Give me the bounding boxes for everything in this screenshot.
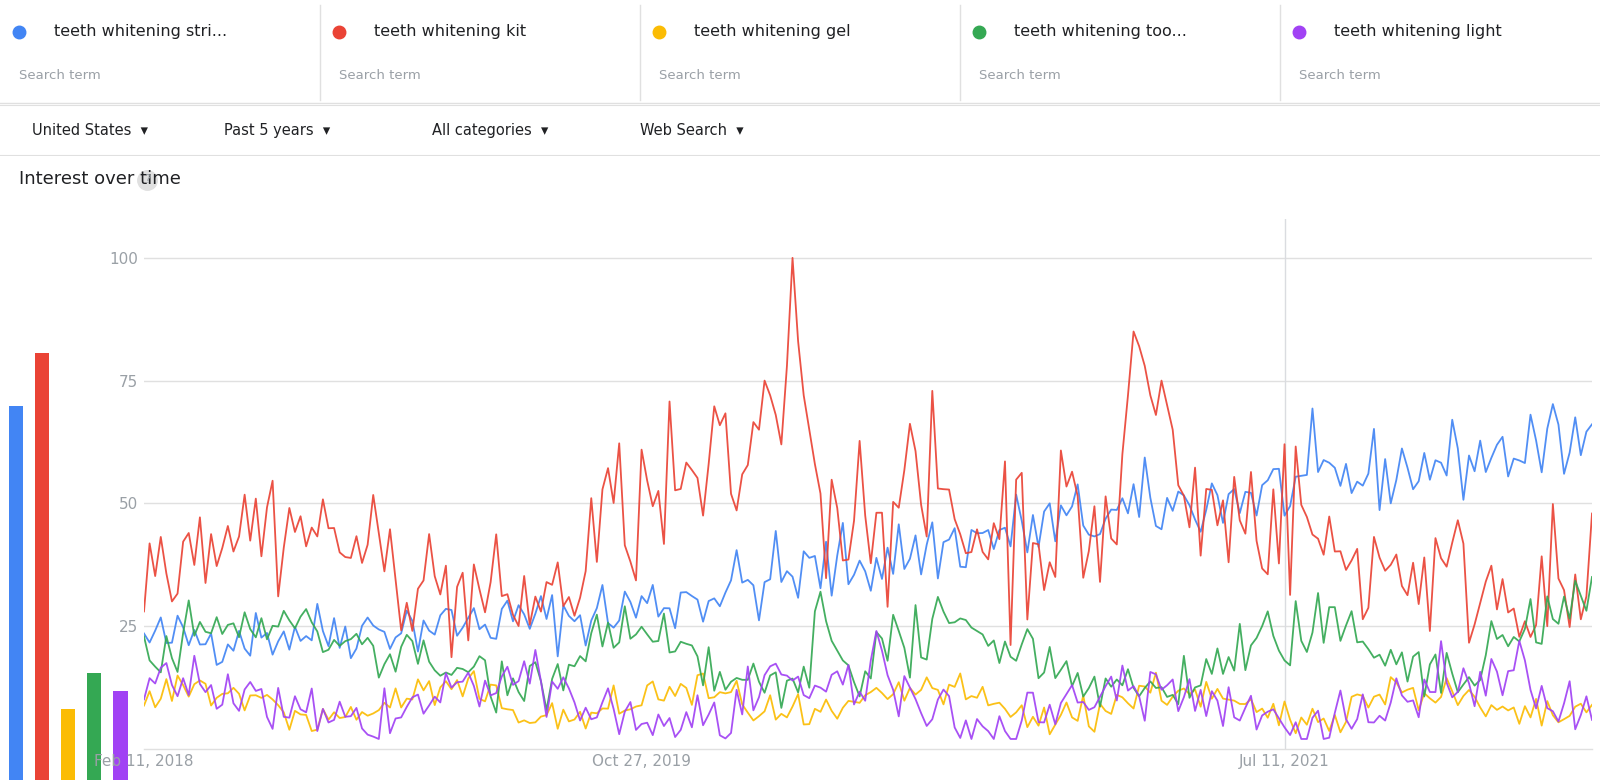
Text: Search term: Search term: [1299, 69, 1381, 82]
Text: Interest over time: Interest over time: [19, 171, 181, 189]
Text: teeth whitening stri...: teeth whitening stri...: [54, 24, 227, 39]
Text: Web Search  ▾: Web Search ▾: [640, 123, 744, 138]
Text: teeth whitening too...: teeth whitening too...: [1014, 24, 1187, 39]
Text: teeth whitening light: teeth whitening light: [1334, 24, 1502, 39]
Bar: [86, 673, 101, 780]
Bar: [35, 353, 50, 780]
Bar: [61, 709, 75, 780]
Bar: [114, 691, 128, 780]
Text: Search term: Search term: [19, 69, 101, 82]
Bar: [8, 406, 22, 780]
Text: Past 5 years  ▾: Past 5 years ▾: [224, 123, 330, 138]
Text: Search term: Search term: [659, 69, 741, 82]
Text: Search term: Search term: [979, 69, 1061, 82]
Text: teeth whitening gel: teeth whitening gel: [694, 24, 851, 39]
Text: United States  ▾: United States ▾: [32, 123, 147, 138]
Text: ?: ?: [144, 173, 150, 186]
Text: teeth whitening kit: teeth whitening kit: [374, 24, 526, 39]
Text: Search term: Search term: [339, 69, 421, 82]
Text: All categories  ▾: All categories ▾: [432, 123, 549, 138]
